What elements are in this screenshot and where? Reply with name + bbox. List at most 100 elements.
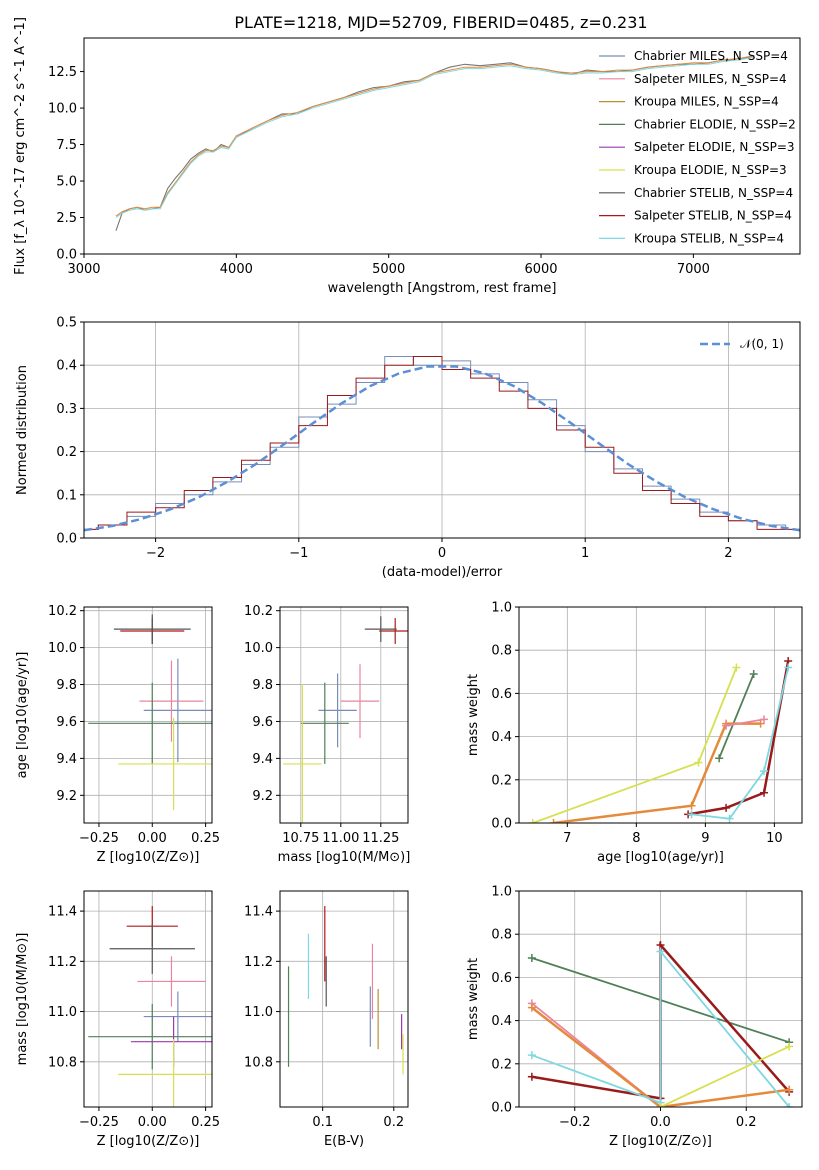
legend-entry: Salpeter STELIB, N_SSP=4 (634, 209, 792, 223)
x-axis-label: age [log10(age/yr)] (597, 850, 724, 865)
legend-entry: Salpeter ELODIE, N_SSP=3 (634, 140, 795, 154)
y-tick-label: 0.3 (56, 402, 77, 417)
y-axis-label: Flux [f_λ 10^-17 erg cm^-2 s^-1 A^-1] (13, 17, 28, 275)
series-line (660, 1045, 790, 1107)
y-tick-label: 9.4 (56, 752, 77, 767)
plot-area (287, 906, 404, 1075)
series-line (531, 1006, 790, 1107)
y-tick-label: 11.2 (244, 955, 273, 970)
y-tick-label: 10.8 (244, 1055, 273, 1070)
point-marker (527, 1072, 536, 1081)
plot-panels: 3000 4000 5000 6000 70000.02.55.07.510.012.5… (13, 17, 803, 1149)
x-tick-label: 1 (581, 546, 589, 561)
x-tick-label: 6000 (524, 262, 557, 277)
y-tick-label: 0.4 (491, 1014, 512, 1029)
x-tick-label: 0.2 (383, 1115, 404, 1130)
normal-curve (84, 365, 800, 532)
y-tick-label: 9.4 (252, 752, 273, 767)
legend: Chabrier MILES, N_SSP=4 Salpeter MILES, N… (599, 49, 796, 245)
y-tick-label: 11.0 (244, 1005, 273, 1020)
point-marker (760, 788, 769, 797)
plot-area (88, 614, 212, 811)
y-tick-label: 7.5 (56, 138, 77, 153)
y-tick-label: 0.0 (56, 532, 77, 547)
y-axis-label: mass [log10(M/M⊙)] (15, 933, 30, 1066)
y-tick-label: 9.2 (252, 789, 273, 804)
y-tick-label: 0.2 (56, 445, 77, 460)
panel-massweight_vs_age: 7 8 9 10 0.0 0.2 0.4 0.6 0.8 1.0 age [log10(age/yr… (466, 601, 803, 865)
x-tick-label: 10.75 (282, 831, 319, 846)
x-axis-label: Z [log10(Z/Z⊙)] (609, 1134, 712, 1149)
x-tick-label: −2 (146, 546, 165, 561)
x-tick-label: 2 (724, 546, 732, 561)
y-tick-label: 0.4 (56, 359, 77, 374)
y-tick-label: 0.2 (491, 773, 512, 788)
y-tick-label: 2.5 (56, 211, 77, 226)
axes-frame (518, 606, 803, 824)
series-line (687, 660, 790, 816)
y-tick-label: 0.8 (491, 644, 512, 659)
x-tick-label: 5000 (372, 262, 405, 277)
series-line (532, 667, 738, 823)
figure-title: PLATE=1218, MJD=52709, FIBERID=0485, z=0… (234, 13, 647, 32)
point-marker (527, 1051, 536, 1060)
plot-area (115, 54, 755, 231)
y-tick-label: 0.0 (56, 248, 77, 263)
y-tick-label: 10.0 (48, 102, 77, 117)
y-tick-label: 10.0 (244, 641, 273, 656)
legend-entry: Chabrier STELIB, N_SSP=4 (634, 186, 793, 200)
histogram-step (84, 356, 800, 530)
axes-frame (279, 890, 409, 1108)
y-tick-label: 0.0 (491, 1101, 512, 1116)
x-axis-label: mass [log10(M/M⊙)] (278, 850, 411, 865)
y-tick-label: 0.4 (491, 730, 512, 745)
legend-entry: Kroupa MILES, N_SSP=4 (634, 95, 779, 109)
point-marker (785, 1085, 794, 1094)
y-axis-label: mass weight (466, 674, 481, 756)
panel-age_vs_Z: −0.25 0.00 0.25 9.2 9.4 9.6 9.8 10.0 10.2 Z [log1… (15, 604, 220, 865)
point-marker (722, 803, 731, 812)
y-tick-label: 10.8 (48, 1055, 77, 1070)
axes-frame (83, 37, 801, 255)
y-tick-label: 10.2 (244, 604, 273, 619)
point-marker (687, 810, 696, 819)
y-tick-label: 0.5 (56, 316, 77, 331)
point-marker (527, 953, 536, 962)
y-tick-label: 9.8 (56, 678, 77, 693)
point-marker (528, 819, 537, 823)
series-line (725, 718, 765, 727)
x-tick-label: 0.00 (138, 1115, 167, 1130)
y-tick-label: 0.0 (491, 817, 512, 832)
x-tick-label: 10 (766, 831, 783, 846)
point-marker (527, 1003, 536, 1012)
series-line (691, 667, 790, 820)
point-marker (732, 663, 741, 672)
axes-frame (518, 890, 803, 1108)
x-axis-label: Z [log10(Z/Z⊙)] (97, 850, 200, 865)
legend-entry: Chabrier MILES, N_SSP=4 (634, 49, 788, 63)
x-tick-label: 7 (563, 831, 571, 846)
y-tick-label: 1.0 (491, 885, 512, 900)
point-marker (715, 754, 724, 763)
x-tick-label: 4000 (220, 262, 253, 277)
legend: 𝒩(0, 1) (700, 337, 784, 351)
series-line (115, 55, 755, 217)
x-tick-label: 0.1 (312, 1115, 333, 1130)
legend-entry: Kroupa STELIB, N_SSP=4 (634, 231, 784, 245)
x-axis-label: Z [log10(Z/Z⊙)] (97, 1134, 200, 1149)
x-tick-label: 0.0 (650, 1115, 671, 1130)
x-tick-label: 3000 (67, 262, 100, 277)
plot-area (88, 906, 212, 1107)
point-marker (687, 801, 696, 810)
y-axis-label: Normed distribution (15, 365, 30, 495)
x-tick-label: 11.25 (362, 831, 399, 846)
panel-mass_vs_ebv: 0.1 0.2 10.8 11.0 11.2 11.4 E(B-V) (244, 890, 409, 1149)
point-marker (749, 669, 758, 678)
legend-entry: 𝒩(0, 1) (740, 337, 784, 351)
x-tick-label: −0.2 (559, 1115, 591, 1130)
y-tick-label: 0.1 (56, 488, 77, 503)
x-tick-label: 0.25 (191, 1115, 220, 1130)
point-marker (694, 758, 703, 767)
y-tick-label: 5.0 (56, 175, 77, 190)
plot-area (527, 941, 794, 1107)
